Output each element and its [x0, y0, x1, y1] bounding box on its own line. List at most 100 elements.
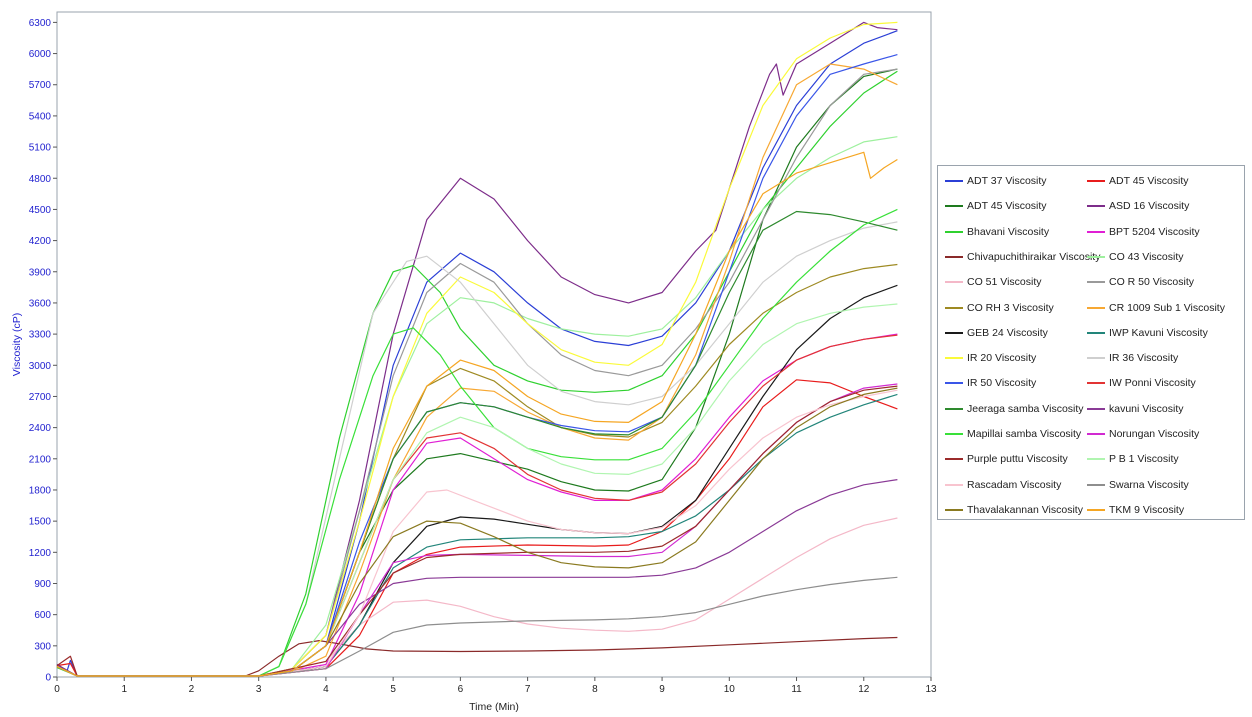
- series-line-22: [56, 385, 898, 677]
- legend-label: IR 36 Viscosity: [1109, 352, 1179, 365]
- legend-swatch: [945, 458, 963, 461]
- series-line-12: [56, 284, 898, 677]
- y-tick-label: 4800: [29, 174, 52, 185]
- x-tick-label: 6: [458, 684, 464, 695]
- x-tick-label: 5: [390, 684, 396, 695]
- y-tick-label: 4500: [29, 205, 52, 216]
- legend-label: ADT 45 Viscosity: [1109, 175, 1189, 187]
- series-line-6: [56, 636, 898, 677]
- y-tick-label: 1500: [29, 517, 52, 528]
- legend-swatch: [945, 331, 963, 334]
- legend-swatch: [1087, 281, 1105, 284]
- legend-swatch: [945, 281, 963, 284]
- series-line-13: [56, 393, 898, 677]
- legend-swatch: [945, 382, 963, 385]
- legend-swatch: [945, 433, 963, 435]
- chart-legend: ADT 37 Viscosity ADT 45 Viscosity ADT 45 V…: [937, 165, 1245, 520]
- series-line-11: [56, 63, 898, 677]
- y-tick-label: 0: [45, 673, 51, 684]
- legend-label: ASD 16 Viscosity: [1109, 200, 1190, 213]
- legend-label: Swarna Viscosity: [1109, 478, 1189, 491]
- legend-label: ADT 45 Viscosity: [967, 200, 1047, 213]
- x-tick-label: 8: [592, 684, 598, 695]
- legend-swatch: [1087, 230, 1105, 233]
- legend-label: Norungan Viscosity: [1109, 428, 1200, 440]
- series-line-10: [56, 263, 898, 677]
- series-line-20: [56, 208, 898, 677]
- legend-swatch: [1087, 508, 1105, 511]
- legend-label: IW Ponni Viscosity: [1109, 377, 1196, 390]
- legend-label: Mapillai samba Viscosity: [967, 428, 1082, 440]
- legend-label: CO R 50 Viscosity: [1109, 276, 1194, 289]
- x-tick-label: 2: [189, 684, 195, 695]
- series-line-5: [56, 333, 898, 677]
- legend-swatch: [1087, 306, 1105, 309]
- legend-swatch: [945, 407, 963, 410]
- legend-label: kavuni Viscosity: [1109, 402, 1184, 415]
- x-tick-label: 12: [858, 684, 870, 695]
- series-line-7: [56, 136, 898, 677]
- legend-label: TKM 9 Viscosity: [1109, 503, 1185, 516]
- x-tick-label: 11: [791, 684, 802, 695]
- legend-swatch: [945, 230, 963, 233]
- legend-swatch: [945, 255, 963, 258]
- series-line-1: [56, 379, 898, 677]
- y-tick-label: 1800: [29, 485, 52, 496]
- legend-swatch: [945, 483, 963, 486]
- legend-swatch: [1087, 255, 1105, 258]
- x-tick-label: 3: [256, 684, 262, 695]
- series-line-17: [56, 334, 898, 677]
- legend-label: Chivapuchithiraikar Viscosity: [967, 250, 1101, 263]
- legend-swatch: [1087, 382, 1105, 385]
- y-tick-label: 600: [34, 610, 51, 621]
- legend-label: Thavalakannan Viscosity: [967, 503, 1083, 516]
- legend-label: CR 1009 Sub 1 Viscosity: [1109, 301, 1225, 314]
- legend-swatch: [1087, 458, 1105, 461]
- legend-swatch: [1087, 433, 1105, 435]
- legend-swatch: [945, 357, 963, 360]
- x-tick-label: 13: [925, 684, 937, 695]
- legend-label: CO 51 Viscosity: [967, 276, 1042, 289]
- series-line-0: [56, 30, 898, 677]
- legend-swatch: [1087, 180, 1105, 182]
- x-tick-label: 9: [659, 684, 665, 695]
- series-line-4: [56, 70, 898, 677]
- legend-label: Purple puttu Viscosity: [967, 453, 1068, 466]
- series-group: [56, 21, 898, 677]
- legend-swatch: [1087, 205, 1105, 208]
- series-line-24: [56, 389, 898, 677]
- x-tick-label: 1: [121, 684, 127, 695]
- legend-label: ADT 37 Viscosity: [967, 175, 1047, 187]
- y-tick-label: 6000: [29, 49, 52, 60]
- series-line-25: [56, 576, 898, 677]
- legend-swatch: [1087, 483, 1105, 486]
- legend-swatch: [1087, 407, 1105, 410]
- series-line-3: [56, 21, 898, 677]
- series-line-23: [56, 303, 898, 677]
- y-tick-label: 5700: [29, 80, 52, 91]
- y-tick-label: 6300: [29, 18, 52, 29]
- y-tick-label: 2400: [29, 423, 52, 434]
- legend-label: P B 1 Viscosity: [1109, 453, 1179, 466]
- legend-swatch: [945, 306, 963, 309]
- series-line-9: [56, 68, 898, 677]
- y-axis-title: Viscosity (cP): [11, 313, 23, 376]
- series-line-19: [56, 479, 898, 677]
- legend-swatch: [1087, 331, 1105, 334]
- legend-swatch: [1087, 357, 1105, 360]
- series-line-27: [56, 151, 898, 677]
- series-line-18: [56, 210, 898, 677]
- series-line-8: [56, 517, 898, 677]
- x-tick-label: 10: [724, 684, 736, 695]
- x-tick-label: 0: [54, 684, 60, 695]
- y-tick-label: 300: [34, 641, 51, 652]
- y-tick-label: 900: [34, 579, 51, 590]
- legend-label: BPT 5204 Viscosity: [1109, 225, 1200, 238]
- legend-label: IR 50 Viscosity: [967, 377, 1037, 390]
- legend-label: IWP Kavuni Viscosity: [1109, 326, 1208, 339]
- legend-label: Bhavani Viscosity: [967, 225, 1050, 238]
- legend-swatch: [945, 508, 963, 511]
- series-line-26: [56, 387, 898, 677]
